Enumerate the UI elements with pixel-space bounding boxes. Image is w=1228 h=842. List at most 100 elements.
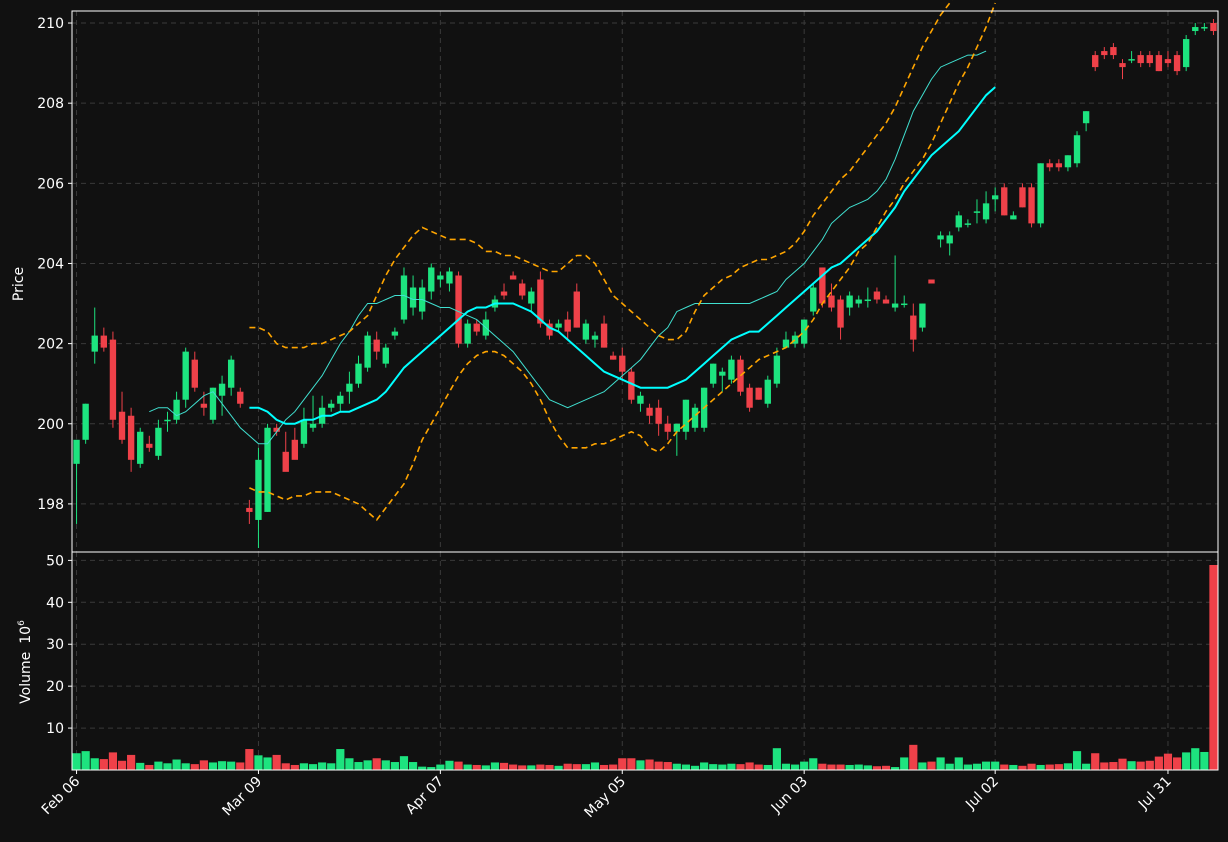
price-panel-grid [72,11,1218,552]
volume-bar [463,764,472,770]
volume-bar [854,764,863,770]
y-axis-ticks: 198 200 202 204 206 208 210 10 20 30 40 50 [37,16,72,737]
volume-bar [408,762,418,770]
candle-body [1073,135,1081,164]
volume-bar [1163,753,1173,770]
candle-body [1064,155,1072,168]
candle-body [237,391,244,404]
candle-body [164,419,171,422]
volume-bar [499,762,509,770]
volume-bar [254,755,263,770]
volume-bar [1209,564,1218,770]
volume-bars [72,564,1218,770]
volume-bar [800,761,809,770]
volume-bar [99,759,108,770]
volume-bar [945,763,954,770]
candle-body [655,407,662,424]
volume-bar [891,767,900,770]
candle-body [973,211,981,213]
volume-bar [754,764,763,770]
price-axis-label: Price [11,267,27,301]
volume-bar [454,761,463,770]
volume-bar [481,765,490,770]
volume-bar [81,751,90,770]
candle-body [564,319,571,332]
volume-bar [909,744,918,770]
candle-body [1028,187,1035,224]
candle-body [1210,23,1217,32]
candle-body [382,347,389,364]
candle-body [682,399,690,432]
candle-body [619,355,626,372]
volume-bar [427,767,436,770]
candle-body [673,423,681,432]
volume-bar [108,752,118,770]
volume-bar [227,761,236,770]
candle-body [500,291,508,296]
candle-body [582,323,590,340]
volume-bar [217,761,227,770]
candle-body [964,223,972,225]
candle-body [1146,55,1153,64]
candle-body [764,379,771,404]
candle-body [719,371,726,376]
candle-body [309,423,317,428]
candle-body [937,235,944,240]
volume-bar [781,763,791,770]
candle-body [1046,163,1053,168]
candle-body [591,335,599,340]
candle-body [555,323,562,328]
candle-body [464,323,471,344]
volume-bar [536,764,545,770]
candle-body [1119,63,1126,68]
candle-body [519,283,526,296]
volume-bar [90,758,99,770]
candle-body [637,395,644,404]
volume-bar [127,754,136,770]
volume-bar [172,759,181,770]
volume-bar [336,749,345,770]
volume-bar [1063,763,1073,770]
candle-body [819,267,826,304]
candle-body [82,403,89,440]
volume-bar [563,763,572,770]
volume-bar [927,761,936,770]
volume-bar [345,758,354,770]
volume-bar [308,764,318,770]
volume-panel-frame [71,551,1219,771]
volume-bar [599,764,609,770]
volume-bar [718,764,727,770]
candle-body [155,427,162,456]
volume-bar [136,762,145,770]
volume-bar [490,762,500,770]
price-tick-label: 208 [37,96,64,112]
band-lower-line [249,2,996,522]
volume-bar [418,766,427,770]
volume-bar [663,762,672,770]
candle-body [264,427,271,512]
date-tick-label: May 05 [582,774,630,822]
volume-bar [772,748,781,770]
candle-body [946,235,953,244]
volume-tick-label: 50 [46,553,64,569]
volume-bar [700,762,709,770]
candle-body [182,351,189,400]
candle-body [1082,111,1090,124]
volume-bar [645,759,654,770]
candle-body [573,291,580,328]
volume-bar [1072,751,1082,770]
candle-body [1155,55,1163,72]
volume-bar [1036,764,1045,770]
volume-bar [163,763,172,770]
candle-body [691,407,699,428]
candle-body [355,363,362,384]
volume-bar [963,764,972,770]
candle-body [546,323,553,336]
candle-body [437,275,444,280]
volume-bar [372,758,381,770]
volume-bar [954,757,963,770]
candle-body [919,303,926,328]
candle-body [1101,51,1108,56]
candle-body [109,339,117,420]
